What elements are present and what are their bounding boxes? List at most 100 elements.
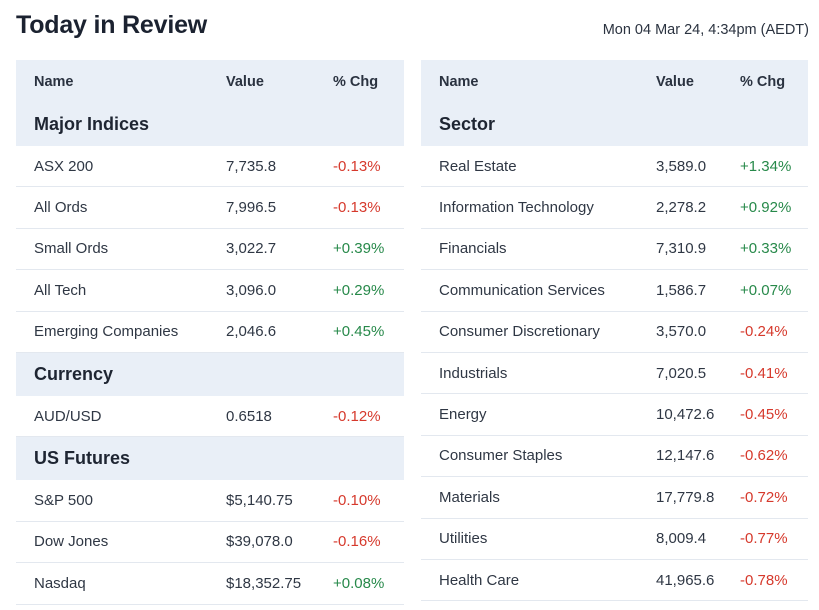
column-header-name: Name — [34, 73, 74, 90]
row-change: -0.72% — [740, 488, 788, 506]
table-row: Energy 10,472.6 -0.45% — [421, 394, 808, 436]
row-change: +0.92% — [740, 199, 792, 217]
row-name: All Tech — [34, 281, 87, 299]
row-name: Information Technology — [439, 199, 594, 217]
row-name: Utilities — [439, 530, 488, 548]
row-change: +0.29% — [333, 281, 385, 299]
row-value: 0.6518 — [226, 407, 272, 425]
row-name: Emerging Companies — [34, 323, 179, 341]
row-value: $5,140.75 — [226, 492, 293, 510]
row-change: +1.34% — [740, 157, 792, 175]
row-value: 7,996.5 — [226, 199, 277, 217]
table-row: Materials 17,779.8 -0.72% — [421, 477, 808, 519]
sector-table: Name Value % Chg Sector Real Estate 3,589.… — [421, 60, 808, 602]
row-name: Financials — [439, 240, 507, 258]
row-value: 41,965.6 — [656, 571, 715, 589]
table-row: Dow Jones $39,078.0 -0.16% — [16, 521, 404, 564]
row-name: S&P 500 — [34, 492, 93, 510]
row-value: 10,472.6 — [656, 406, 715, 424]
column-header-value: Value — [226, 73, 264, 90]
row-value: 17,779.8 — [656, 488, 715, 506]
row-name: ASX 200 — [34, 157, 94, 175]
table-header: Name Value % Chg — [16, 60, 404, 103]
row-name: Materials — [439, 488, 500, 506]
row-change: -0.10% — [333, 492, 381, 510]
column-header-chg: % Chg — [740, 73, 786, 90]
row-change: -0.41% — [740, 364, 788, 382]
row-change: +0.39% — [333, 240, 385, 258]
table-row: AUD/USD 0.6518 -0.12% — [16, 395, 404, 438]
row-name: Health Care — [439, 571, 520, 589]
row-value: $18,352.75 — [226, 574, 302, 592]
section-heading-label: Currency — [34, 363, 114, 384]
row-value: 3,570.0 — [656, 323, 707, 341]
timestamp: Mon 04 Mar 24, 4:34pm (AEDT) — [602, 22, 809, 38]
sector-table-body: Sector Real Estate 3,589.0 +1.34% Informatio… — [421, 103, 808, 602]
row-value: 2,278.2 — [656, 199, 707, 217]
table-row: All Ords 7,996.5 -0.13% — [16, 187, 404, 229]
row-change: -0.13% — [333, 157, 381, 175]
table-row: Health Care 41,965.6 -0.78% — [421, 559, 808, 602]
indices-table-body: Major Indices ASX 200 7,735.8 -0.13% All Ord… — [16, 103, 404, 605]
row-name: Consumer Staples — [439, 447, 563, 465]
row-name: Industrials — [439, 364, 508, 382]
row-change: -0.13% — [333, 199, 381, 217]
row-value: 3,589.0 — [656, 157, 707, 175]
row-name: All Ords — [34, 199, 88, 217]
table-row: ASX 200 7,735.8 -0.13% — [16, 146, 404, 188]
row-change: +0.33% — [740, 240, 792, 258]
row-change: -0.16% — [333, 533, 381, 551]
table-row: S&P 500 $5,140.75 -0.10% — [16, 480, 404, 522]
row-name: Real Estate — [439, 157, 517, 175]
section-heading-label: Major Indices — [34, 114, 150, 134]
table-row: Small Ords 3,022.7 +0.39% — [16, 228, 404, 271]
row-name: Energy — [439, 406, 487, 424]
row-change: +0.45% — [333, 323, 385, 341]
page-title: Today in Review — [16, 11, 208, 39]
row-value: 3,022.7 — [226, 240, 277, 258]
table-row: Information Technology 2,278.2 +0.92% — [421, 187, 808, 229]
table-row: Real Estate 3,589.0 +1.34% — [421, 146, 808, 188]
row-name: AUD/USD — [34, 407, 102, 425]
table-row: Industrials 7,020.5 -0.41% — [421, 352, 808, 395]
table-row: Nasdaq $18,352.75 +0.08% — [16, 563, 404, 605]
row-change: -0.77% — [740, 530, 788, 548]
row-name: Dow Jones — [34, 533, 109, 551]
table-row: Financials 7,310.9 +0.33% — [421, 228, 808, 271]
row-change: -0.12% — [333, 407, 381, 425]
row-value: 2,046.6 — [226, 323, 277, 341]
table-row: Consumer Staples 12,147.6 -0.62% — [421, 435, 808, 478]
row-change: -0.62% — [740, 447, 788, 465]
table-row: All Tech 3,096.0 +0.29% — [16, 270, 404, 312]
column-header-name: Name — [439, 73, 479, 90]
section-heading: Currency — [16, 352, 404, 396]
row-value: 7,020.5 — [656, 364, 707, 382]
row-value: $39,078.0 — [226, 533, 293, 551]
row-value: 8,009.4 — [656, 530, 707, 548]
table-row: Utilities 8,009.4 -0.77% — [421, 518, 808, 560]
table-row: Emerging Companies 2,046.6 +0.45% — [16, 311, 404, 353]
row-change: -0.45% — [740, 406, 788, 424]
column-header-value: Value — [656, 73, 694, 90]
row-value: 3,096.0 — [226, 281, 277, 299]
row-change: -0.78% — [740, 571, 788, 589]
row-name: Communication Services — [439, 281, 605, 299]
row-value: 1,586.7 — [656, 281, 707, 299]
row-name: Consumer Discretionary — [439, 323, 600, 341]
row-value: 7,310.9 — [656, 240, 707, 258]
row-name: Small Ords — [34, 240, 109, 258]
row-change: +0.08% — [333, 574, 385, 592]
row-value: 7,735.8 — [226, 157, 277, 175]
section-heading: Major Indices — [16, 103, 404, 146]
section-heading-label: Sector — [439, 114, 496, 134]
table-row: Consumer Discretionary 3,570.0 -0.24% — [421, 311, 808, 353]
section-heading: Sector — [421, 103, 808, 146]
table-header: Name Value % Chg — [421, 60, 808, 103]
section-heading: US Futures — [16, 437, 404, 481]
table-row: Communication Services 1,586.7 +0.07% — [421, 270, 808, 312]
row-name: Nasdaq — [34, 574, 86, 592]
row-value: 12,147.6 — [656, 447, 715, 465]
indices-table: Name Value % Chg Major Indices ASX 200 7,7… — [16, 60, 404, 605]
row-change: +0.07% — [740, 281, 792, 299]
row-change: -0.24% — [740, 323, 788, 341]
